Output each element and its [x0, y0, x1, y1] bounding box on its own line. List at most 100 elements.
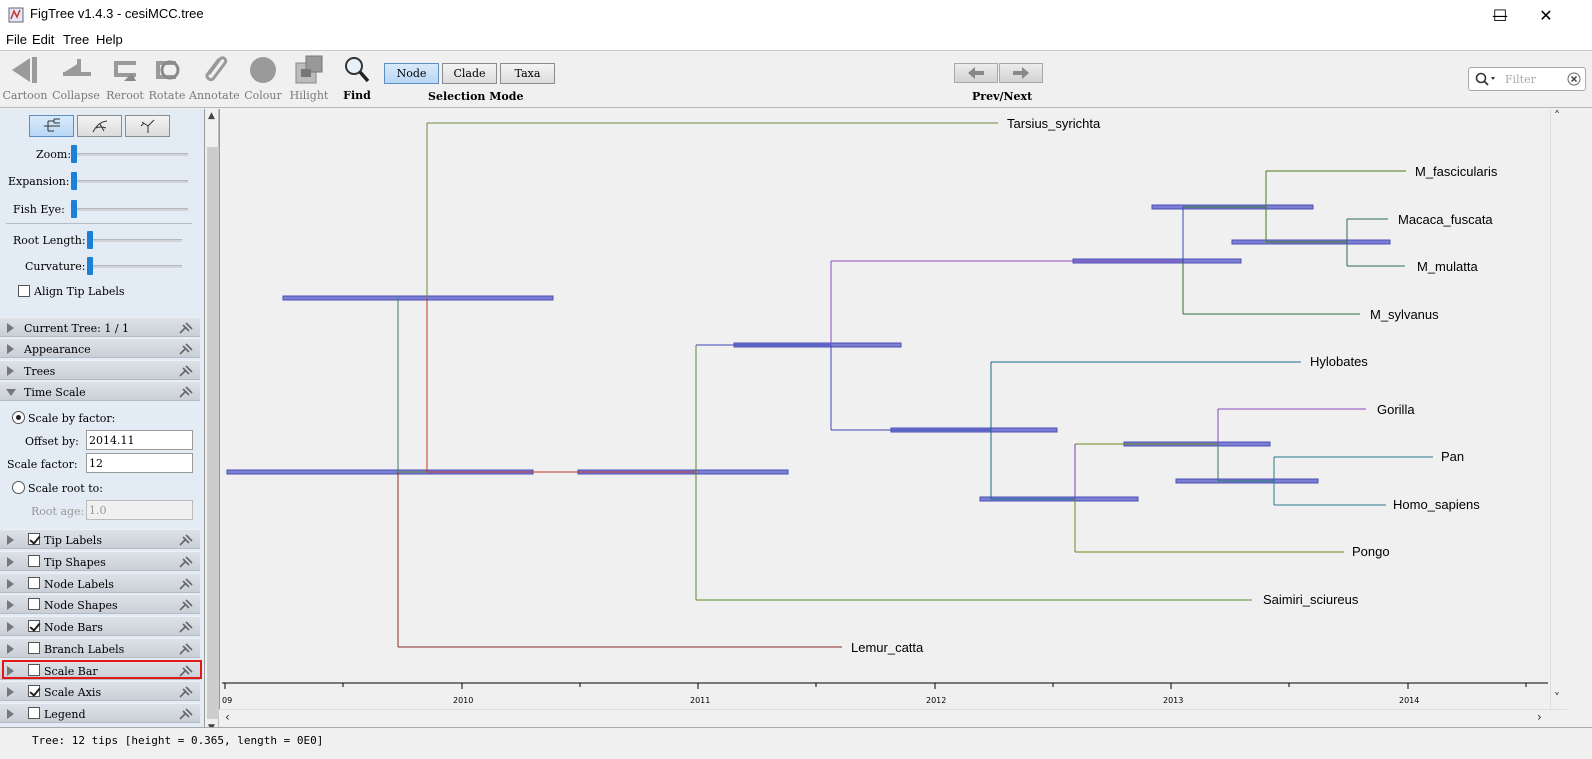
scale-bar-checkbox[interactable] [28, 664, 40, 676]
expansion-slider[interactable] [71, 172, 77, 190]
panel-legend[interactable]: Legend [0, 703, 200, 723]
branch-labels-checkbox[interactable] [28, 642, 40, 654]
reroot-button[interactable]: Reroot [104, 53, 146, 102]
fish-eye-slider[interactable] [71, 200, 77, 218]
legend-checkbox[interactable] [28, 707, 40, 719]
close-button[interactable]: ✕ [1539, 5, 1553, 25]
branch[interactable] [1217, 444, 1274, 482]
selection-mode-taxa[interactable]: Taxa [500, 63, 555, 84]
panel-scale-bar[interactable]: Scale Bar [0, 660, 200, 680]
tip-label[interactable]: M_fascicularis [1415, 164, 1498, 179]
panel-trees[interactable]: Trees [0, 360, 200, 380]
panel-tip-labels[interactable]: Tip Labels [0, 529, 200, 549]
rectangular-layout-button[interactable] [29, 115, 74, 137]
panel-branch-labels[interactable]: Branch Labels [0, 638, 200, 658]
pin-icon[interactable] [178, 598, 194, 612]
scale-root-to-radio[interactable] [12, 481, 25, 494]
radial-layout-button[interactable] [125, 115, 170, 137]
tip-label[interactable]: Tarsius_syrichta [1007, 116, 1101, 131]
menu-help[interactable]: Help [96, 32, 123, 47]
pin-icon[interactable] [178, 385, 194, 399]
pin-icon[interactable] [178, 321, 194, 335]
canvas-horizontal-scrollbar[interactable]: ‹ › [219, 709, 1567, 726]
branch[interactable] [830, 260, 1183, 345]
pin-icon[interactable] [178, 642, 194, 656]
colour-button[interactable]: Colour [241, 53, 285, 102]
hilight-button[interactable]: Hilight [287, 53, 331, 102]
align-tip-labels-checkbox[interactable] [18, 285, 30, 297]
pin-icon[interactable] [178, 685, 194, 699]
tip-label[interactable]: Pongo [1352, 544, 1390, 559]
scroll-up-icon[interactable]: ˄ [1554, 109, 1560, 123]
tip-labels-checkbox[interactable] [28, 533, 40, 545]
pin-icon[interactable] [178, 342, 194, 356]
tip-label[interactable]: M_sylvanus [1370, 307, 1439, 322]
tip-label[interactable]: Pan [1441, 449, 1464, 464]
node-shapes-checkbox[interactable] [28, 598, 40, 610]
tip-label[interactable]: Gorilla [1377, 402, 1415, 417]
menu-file[interactable]: File [6, 32, 27, 47]
menu-tree[interactable]: Tree [63, 32, 90, 47]
canvas-vertical-scrollbar[interactable]: ˄ ˅ [1550, 109, 1567, 709]
tip-label[interactable]: Macaca_fuscata [1398, 212, 1493, 227]
tip-label[interactable]: M_mulatta [1417, 259, 1478, 274]
panel-node-bars[interactable]: Node Bars [0, 616, 200, 636]
branch[interactable] [990, 361, 1301, 500]
filter-input[interactable]: Filter [1468, 67, 1586, 91]
branch[interactable] [1273, 456, 1433, 506]
tree-canvas[interactable]: Tarsius_syrichta M_fascicularis Macaca_f… [219, 109, 1550, 709]
offset-by-input[interactable]: 2014.11 [86, 430, 193, 450]
clear-filter-icon[interactable] [1567, 72, 1581, 86]
pin-icon[interactable] [178, 533, 194, 547]
rotate-button[interactable]: Rotate [147, 53, 187, 102]
panel-appearance[interactable]: Appearance [0, 338, 200, 358]
prev-button[interactable] [954, 63, 998, 83]
panel-node-labels[interactable]: Node Labels [0, 573, 200, 593]
curvature-slider[interactable] [87, 257, 93, 275]
minimize-button[interactable]: — [1492, 5, 1508, 25]
panel-node-shapes[interactable]: Node Shapes [0, 594, 200, 614]
tree-view[interactable]: Tarsius_syrichta M_fascicularis Macaca_f… [220, 109, 1551, 709]
branch[interactable] [1346, 218, 1405, 267]
collapse-button[interactable]: Collapse [50, 53, 102, 102]
branch[interactable] [695, 345, 1252, 601]
pin-icon[interactable] [178, 707, 194, 721]
scroll-left-icon[interactable]: ‹ [225, 710, 230, 724]
panel-current-tree[interactable]: Current Tree: 1 / 1 [0, 317, 200, 337]
scroll-right-icon[interactable]: › [1537, 710, 1542, 724]
selection-mode-clade[interactable]: Clade [442, 63, 497, 84]
panel-tip-shapes[interactable]: Tip Shapes [0, 551, 200, 571]
tip-label[interactable]: Hylobates [1310, 354, 1368, 369]
node-labels-checkbox[interactable] [28, 577, 40, 589]
pin-icon[interactable] [178, 620, 194, 634]
branch[interactable] [397, 472, 842, 648]
selection-mode-node[interactable]: Node [384, 63, 439, 84]
scale-factor-input[interactable]: 12 [86, 453, 193, 473]
pin-icon[interactable] [178, 577, 194, 591]
node-bars-checkbox[interactable] [28, 620, 40, 632]
find-button[interactable]: Find [337, 53, 377, 102]
tip-label[interactable]: Homo_sapiens [1393, 497, 1480, 512]
sidebar-scroll-thumb[interactable] [207, 147, 219, 719]
cartoon-button[interactable]: Cartoon [2, 53, 48, 102]
panel-time-scale[interactable]: Time Scale [0, 381, 200, 401]
tip-label[interactable]: Saimiri_sciureus [1263, 592, 1359, 607]
tip-label[interactable]: Lemur_catta [851, 640, 924, 655]
scale-axis-checkbox[interactable] [28, 685, 40, 697]
maximize-button[interactable]: ☐ [1492, 5, 1508, 25]
scroll-up-icon[interactable]: ▲ [208, 111, 215, 121]
scroll-down-icon[interactable]: ˅ [1554, 691, 1560, 705]
polar-layout-button[interactable] [77, 115, 122, 137]
zoom-slider[interactable] [71, 145, 77, 163]
next-button[interactable] [999, 63, 1043, 83]
node-bar[interactable] [282, 295, 554, 301]
branch[interactable] [1265, 170, 1406, 243]
panel-scale-axis[interactable]: Scale Axis [0, 681, 200, 701]
pin-icon[interactable] [178, 555, 194, 569]
branch[interactable] [1217, 408, 1366, 444]
annotate-button[interactable]: Annotate [189, 53, 240, 102]
pin-icon[interactable] [178, 664, 194, 678]
tip-shapes-checkbox[interactable] [28, 555, 40, 567]
menu-edit[interactable]: Edit [32, 32, 55, 47]
sidebar-scrollbar[interactable]: ▲ ▼ [205, 109, 219, 737]
